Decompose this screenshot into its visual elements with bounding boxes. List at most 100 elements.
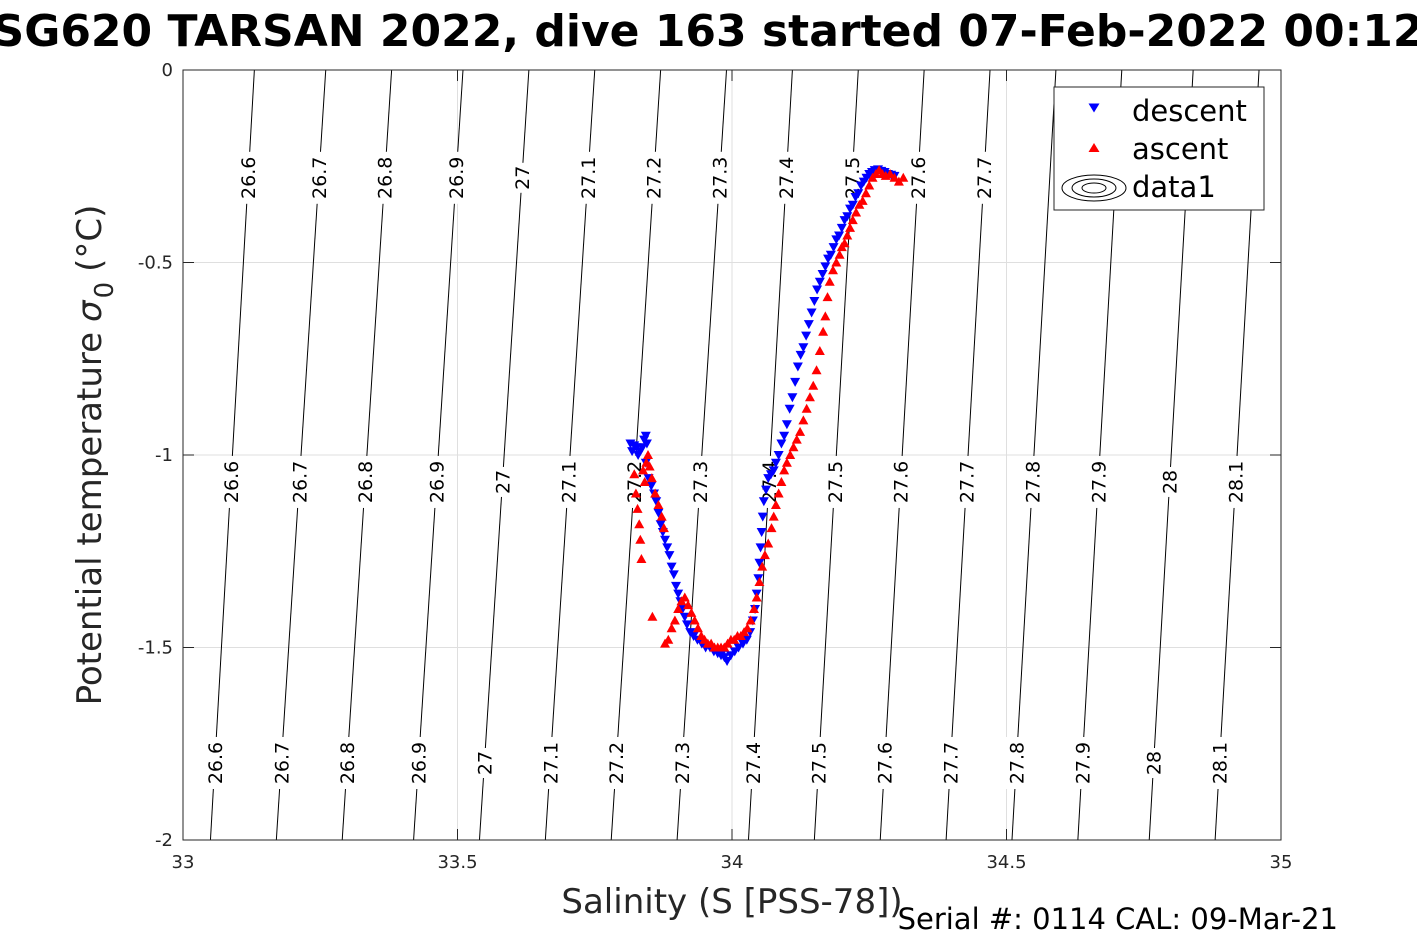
isopycnal-label-background <box>336 737 359 789</box>
isopycnal-label-background <box>354 455 377 508</box>
isopycnal-line <box>1011 69 1057 841</box>
ascent-series <box>629 165 909 652</box>
legend: descent ascent data1 <box>1053 86 1265 211</box>
descent-point <box>784 404 795 414</box>
ascent-point <box>653 500 664 510</box>
y-axis-label: Potential temperature σ0 (°C) <box>70 205 120 706</box>
ascent-point <box>864 180 875 190</box>
descent-point <box>673 589 684 599</box>
isopycnal-label: 27.3 <box>672 742 694 784</box>
ascent-point <box>759 550 770 560</box>
isopycnal-label: 27.7 <box>974 157 996 199</box>
isopycnal-label-background <box>642 151 665 204</box>
descent-point <box>660 535 671 545</box>
ascent-point <box>860 188 871 198</box>
ascent-point <box>808 380 819 390</box>
descent-point <box>679 612 690 622</box>
ascent-point <box>754 577 765 587</box>
descent-point <box>637 443 648 453</box>
isopycnal-label-background <box>907 151 930 204</box>
isopycnal-label: 28 <box>1144 751 1166 775</box>
isopycnal-label-background <box>807 737 830 789</box>
ascent-point <box>757 561 768 571</box>
isopycnal-label-background <box>775 151 798 204</box>
descent-point <box>722 656 733 666</box>
isopycnal-label: 27.8 <box>1022 461 1044 503</box>
ascent-point <box>779 465 790 475</box>
descent-point <box>803 320 814 330</box>
isopycnal-label: 27.3 <box>710 157 732 199</box>
ascent-point <box>785 450 796 459</box>
ascent-point <box>781 457 792 467</box>
ascent-point <box>834 249 845 259</box>
isopycnal-label: 27.6 <box>891 461 913 503</box>
ascent-point <box>644 461 655 471</box>
descent-point <box>834 231 845 241</box>
x-axis-label: Salinity (S [PSS-78]) <box>561 882 902 922</box>
isopycnal-label-background <box>972 151 995 204</box>
ascent-point <box>643 450 654 459</box>
descent-point <box>798 343 809 353</box>
x-tick-label: 33 <box>172 852 195 873</box>
ascent-point <box>795 426 806 436</box>
ascent-point <box>666 623 677 633</box>
isopycnal-label-background <box>823 455 846 508</box>
isopycnal-label: 26.7 <box>309 157 331 199</box>
ascent-point <box>824 276 835 286</box>
isopycnal-label-background <box>741 737 764 789</box>
ascent-point <box>647 611 658 621</box>
isopycnal-label-background <box>203 737 226 789</box>
ascent-point <box>842 230 853 240</box>
descent-point <box>801 331 812 341</box>
ascent-point <box>748 604 759 613</box>
isopycnal-label-background <box>1071 737 1094 789</box>
descent-point <box>733 643 744 653</box>
isopycnal-label: 26.6 <box>205 742 227 784</box>
isopycnal-label-background <box>939 737 962 789</box>
descent-point <box>662 543 673 553</box>
isopycnal-label: 26.8 <box>337 742 359 784</box>
descent-point <box>806 308 817 318</box>
ascent-point <box>831 257 842 267</box>
isopycnal-label-background <box>473 748 496 778</box>
isopycnal-label-background <box>425 455 448 508</box>
isopycnal-label-background <box>407 737 430 789</box>
isopycnal-line <box>478 69 530 841</box>
ascent-point <box>658 523 669 533</box>
isopycnal-label-background <box>237 151 260 204</box>
serial-cal-caption: Serial #: 0114 CAL: 09-Mar-21 <box>898 902 1338 936</box>
descent-point <box>666 562 677 572</box>
ascent-point <box>847 215 858 225</box>
isopycnal-label-background <box>1005 737 1028 789</box>
ascent-point <box>818 326 829 336</box>
y-tick-label: -2 <box>155 830 173 851</box>
isopycnal-label-background <box>1208 737 1231 789</box>
ascent-point <box>673 604 684 613</box>
isopycnal-labels: 26.6 26.7 26.8 26.9 27 27.1 27.2 27.3 27.4 27.5 27… <box>203 151 1265 789</box>
isopycnal-label: 28 <box>1160 470 1182 494</box>
ascent-point <box>650 488 661 498</box>
legend-box <box>1053 86 1265 211</box>
ascent-point <box>751 592 762 602</box>
descent-point <box>761 485 772 495</box>
ascent-point <box>770 500 781 510</box>
descent-point <box>781 420 792 430</box>
ascent-point <box>646 473 657 483</box>
chart-title: SG620 TARSAN 2022, dive 163 started 07-F… <box>0 6 1417 57</box>
descent-point <box>836 223 847 233</box>
isopycnal-label-background <box>1142 748 1165 778</box>
ascent-point <box>822 292 833 302</box>
ascent-point <box>768 511 779 521</box>
isopycnal-label-background <box>671 737 694 789</box>
isopycnal-label-background <box>219 455 242 508</box>
isopycnal-label: 27.1 <box>558 461 580 503</box>
isopycnal-label: 26.9 <box>446 157 468 199</box>
isopycnal-label-background <box>557 455 580 508</box>
isopycnal-label: 27.6 <box>875 742 897 784</box>
x-tick-label: 34 <box>721 852 744 873</box>
ascent-point <box>663 634 674 644</box>
ascent-point <box>857 195 868 205</box>
legend-ascent-label: ascent <box>1132 132 1228 166</box>
descent-point <box>646 481 657 491</box>
ascent-point <box>656 511 667 521</box>
